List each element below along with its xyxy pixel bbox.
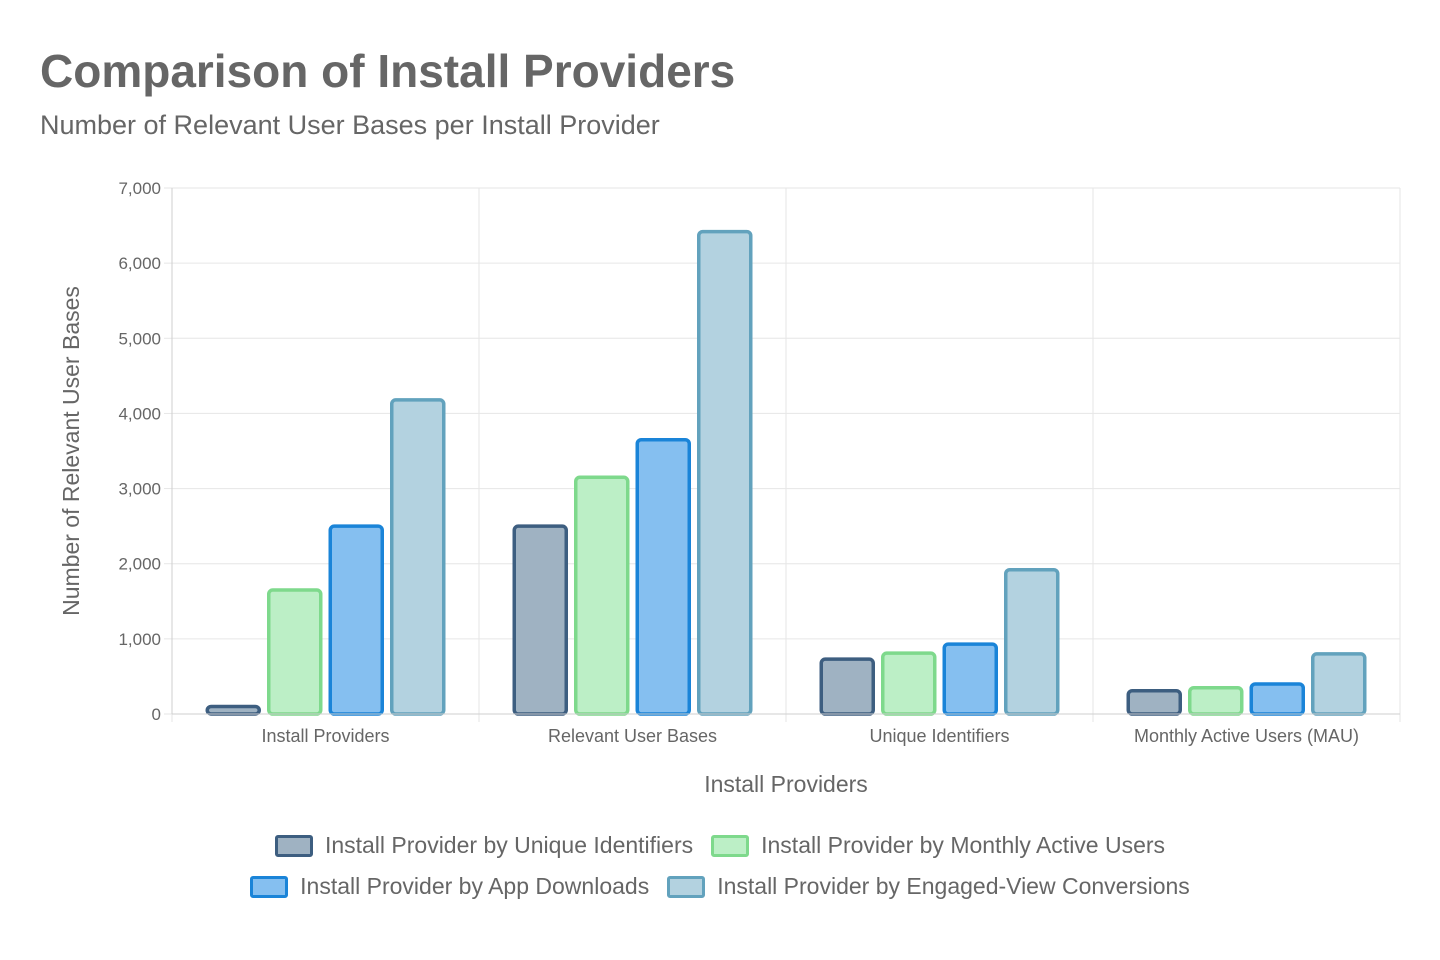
bar — [635, 437, 691, 716]
bar — [390, 398, 446, 716]
legend-label: Install Provider by Unique Identifiers — [324, 832, 694, 858]
axes: 0 1,000 2,000 3,000 4,000 5,000 6,000 7,000 Inst… — [118, 179, 1400, 746]
legend-row: Install Provider by Unique Identifiers I… — [274, 832, 1165, 859]
bar — [819, 657, 875, 716]
legend-item-unique-identifiers[interactable]: Install Provider by Unique Identifiers — [274, 832, 694, 859]
bar — [267, 588, 323, 716]
y-tick-label: 3,000 — [118, 480, 161, 499]
legend-item-engaged-view-conversions[interactable]: Install Provider by Engaged-View Convers… — [667, 873, 1190, 900]
x-axis-title: Install Providers — [704, 771, 868, 797]
x-tick-label: Relevant User Bases — [548, 726, 717, 746]
chart-title: Comparison of Install Providers — [40, 45, 736, 97]
bar — [1188, 685, 1244, 716]
bar — [881, 651, 937, 716]
y-axis-title: Number of Relevant User Bases — [58, 286, 84, 616]
bar — [1004, 567, 1060, 716]
legend-swatch — [274, 834, 313, 857]
legend-row: Install Provider by App Downloads Instal… — [250, 873, 1190, 900]
y-tick-label: 7,000 — [118, 179, 161, 198]
y-tick-label: 5,000 — [118, 329, 161, 348]
legend-swatch — [250, 875, 289, 898]
legend-item-monthly-active-users[interactable]: Install Provider by Monthly Active Users — [711, 832, 1165, 859]
y-tick-label: 6,000 — [118, 254, 161, 273]
legend: Install Provider by Unique Identifiers I… — [0, 832, 1440, 900]
y-tick-label: 1,000 — [118, 630, 161, 649]
x-tick-label: Monthly Active Users (MAU) — [1134, 726, 1359, 746]
y-tick-label: 4,000 — [118, 404, 161, 423]
bar — [1249, 682, 1305, 716]
bar — [205, 704, 261, 716]
bar — [574, 475, 630, 716]
legend-swatch — [667, 875, 706, 898]
bar — [1311, 652, 1367, 716]
bar — [942, 642, 998, 716]
x-tick-label: Unique Identifiers — [869, 726, 1009, 746]
legend-label: Install Provider by Engaged-View Convers… — [717, 873, 1190, 899]
bar — [328, 524, 384, 716]
legend-swatch — [711, 834, 750, 857]
bar — [1126, 688, 1182, 716]
y-tick-label: 2,000 — [118, 555, 161, 574]
legend-item-app-downloads[interactable]: Install Provider by App Downloads — [250, 873, 649, 900]
bar — [697, 229, 753, 716]
bar — [512, 524, 568, 716]
bars — [205, 229, 1367, 716]
chart-subtitle: Number of Relevant User Bases per Instal… — [40, 110, 660, 140]
legend-label: Install Provider by Monthly Active Users — [761, 832, 1166, 858]
grid-lines — [171, 187, 1401, 722]
y-tick-label: 0 — [152, 705, 161, 724]
x-tick-label: Install Providers — [261, 726, 389, 746]
legend-label: Install Provider by App Downloads — [300, 873, 650, 899]
